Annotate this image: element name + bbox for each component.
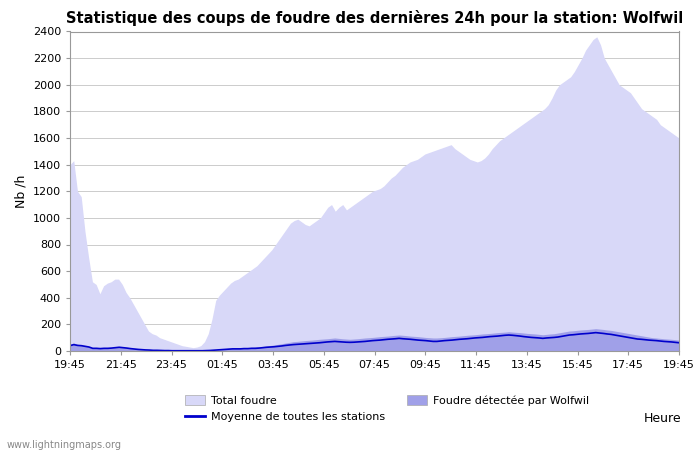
Legend: Total foudre, Moyenne de toutes les stations, Foudre détectée par Wolfwil: Total foudre, Moyenne de toutes les stat…: [186, 395, 589, 422]
Y-axis label: Nb /h: Nb /h: [14, 175, 27, 208]
Text: www.lightningmaps.org: www.lightningmaps.org: [7, 440, 122, 450]
Text: Heure: Heure: [644, 412, 682, 425]
Title: Statistique des coups de foudre des dernières 24h pour la station: Wolfwil: Statistique des coups de foudre des dern…: [66, 10, 683, 26]
